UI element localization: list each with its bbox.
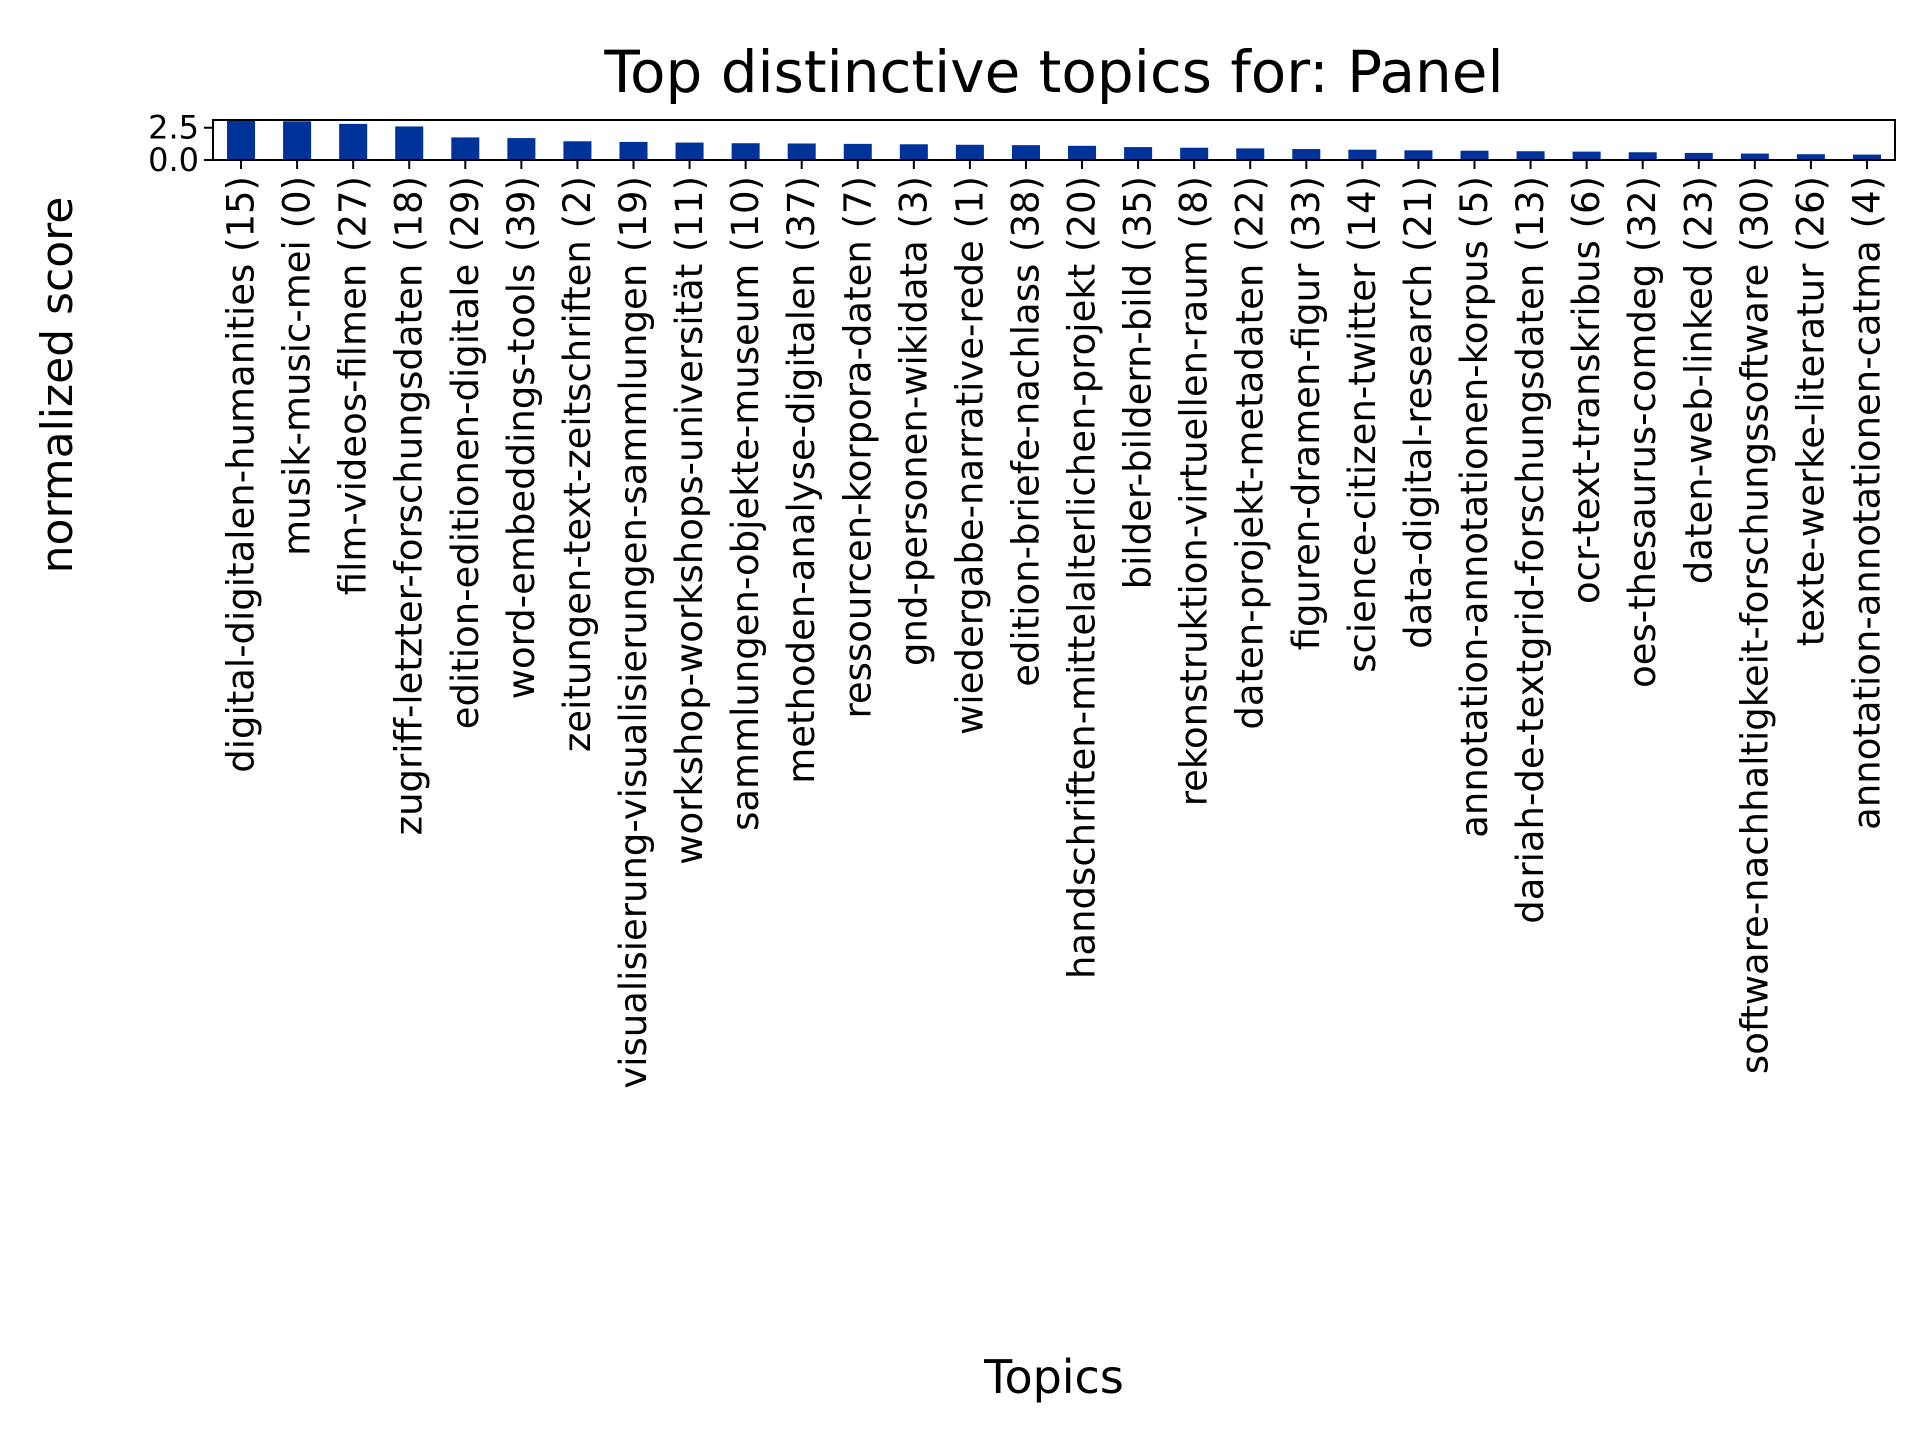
x-tick-label: oes-thesaurus-comdeg (32) [1621,176,1664,688]
bar [1628,152,1657,160]
x-tick-label: film-videos-filmen (27) [332,176,375,595]
x-tick-label: ocr-text-transkribus (6) [1565,176,1608,604]
bar [1011,145,1040,160]
bar [1068,145,1097,160]
x-tick-label: visualisierung-visualisierungen-sammlung… [612,176,655,1089]
bar [1796,154,1825,160]
bar [1236,148,1265,160]
x-tick-label: workshop-workshops-universität (11) [668,176,711,865]
bar [731,143,760,160]
bar [227,120,256,160]
bar [1404,150,1433,160]
x-ticks-group: digital-digitalen-humanities (15) musik-m… [220,160,1888,1089]
x-tick-label: dariah-de-textgrid-forschungsdaten (13) [1509,176,1552,924]
bar [1740,153,1769,160]
bar [1348,149,1377,160]
bar [1180,147,1209,160]
x-tick-label: figuren-dramen-figur (33) [1285,176,1328,650]
bar [843,143,872,160]
x-tick-label: daten-projekt-metadaten (22) [1229,176,1272,730]
x-tick-label: sammlungen-objekte-museum (10) [724,176,767,831]
chart-title: Top distinctive topics for: Panel [603,38,1503,106]
bar [619,141,648,160]
x-tick-label: edition-briefe-nachlass (38) [1004,176,1047,687]
bar [507,138,536,160]
plot-area-frame [212,119,1896,161]
x-tick-label: zeitungen-text-zeitschriften (2) [556,176,599,752]
x-tick-label: digital-digitalen-humanities (15) [220,176,263,773]
bar [1684,152,1713,160]
x-tick-label: rekonstruktion-virtuellen-raum (8) [1173,176,1216,806]
bar [1460,150,1489,160]
bar [1124,147,1153,160]
bar [899,144,928,160]
x-tick-label: zugriff-letzter-forschungsdaten (18) [388,176,431,835]
y-axis-label: normalized score [32,197,83,574]
x-tick-label: ressourcen-korpora-daten (7) [836,176,879,718]
bar [395,126,424,160]
x-tick-label: wiedergabe-narrative-rede (1) [948,176,991,735]
bar [955,144,984,160]
y-ticks-group: 0.02.5 [148,109,213,179]
bar [283,121,312,160]
x-tick-label: annotation-annotationen-korpus (5) [1453,176,1496,838]
x-tick-label: data-digital-research (21) [1397,176,1440,649]
bar [339,123,368,160]
y-tick-label: 2.5 [148,109,199,147]
x-tick-label: science-citizen-twitter (14) [1341,176,1384,673]
bar [787,143,816,160]
bar [1852,154,1881,160]
bar [563,141,592,160]
x-tick-label: bilder-bildern-bild (35) [1117,176,1160,589]
bar [451,137,480,160]
x-tick-label: gnd-personen-wikidata (3) [892,176,935,666]
x-tick-label: texte-werke-literatur (26) [1789,176,1832,646]
x-axis-label: Topics [983,1350,1124,1404]
x-tick-label: word-embeddings-tools (39) [500,176,543,699]
y-tick-label: 0.0 [148,141,199,179]
x-tick-label: edition-editionen-digitale (29) [444,176,487,729]
bar [1292,149,1321,160]
bar [1572,151,1601,160]
x-tick-label: annotation-annotationen-catma (4) [1845,176,1888,830]
x-tick-label: daten-web-linked (23) [1677,176,1720,584]
x-tick-label: software-nachhaltigkeit-forschungssoftwa… [1733,176,1776,1074]
x-tick-label: methoden-analyse-digitalen (37) [780,176,823,784]
x-tick-label: musik-music-mei (0) [276,176,319,556]
x-tick-label: handschriften-mittelalterlichen-projekt … [1061,176,1104,979]
bar [675,142,704,160]
bar [1516,151,1545,160]
bars-group [227,120,1881,160]
